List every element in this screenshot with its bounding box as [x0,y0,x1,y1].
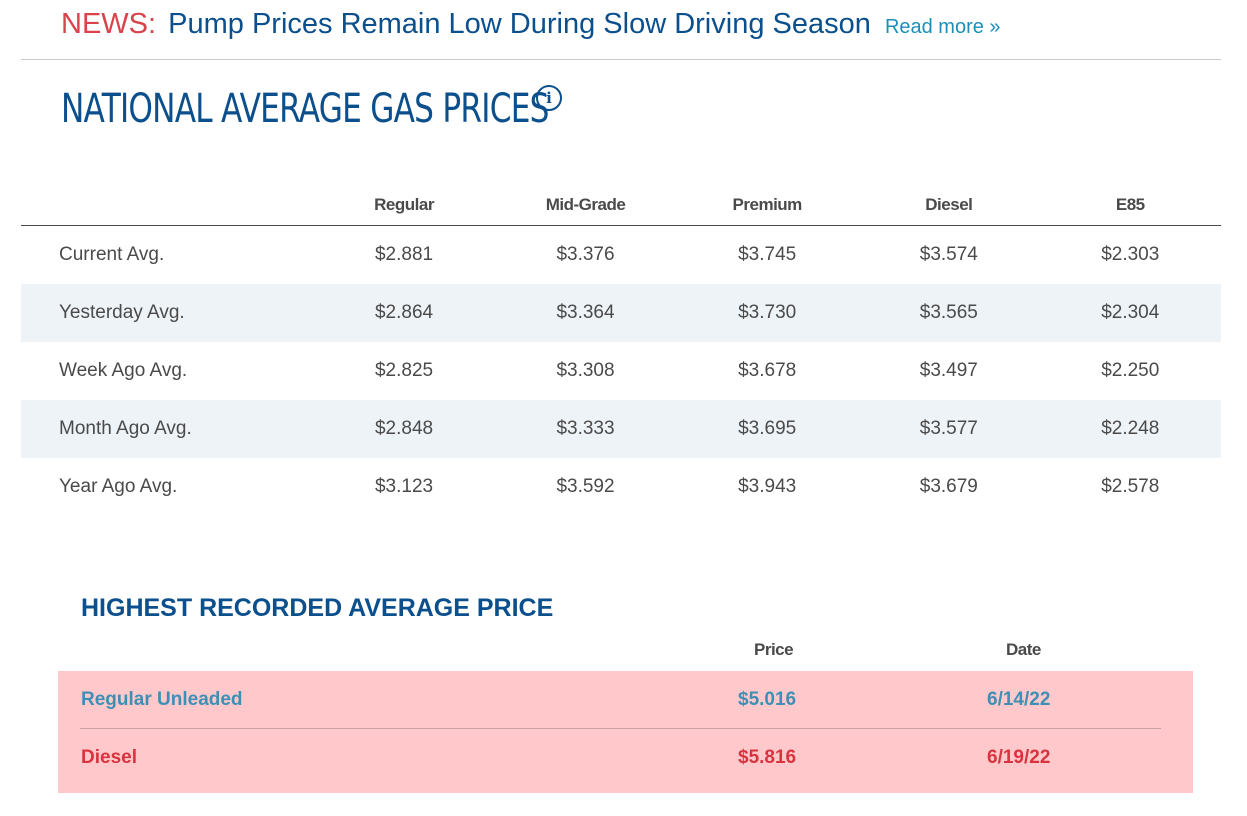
price-cell: $2.303 [1101,244,1160,265]
price-cell: $3.565 [858,284,1040,342]
table-row: Current Avg. $2.881 $3.376 $3.745 $3.574… [21,226,1221,285]
price-cell: $3.376 [556,244,615,265]
page-title: NATIONAL AVERAGE GAS PRICES [61,86,549,132]
price-cell: $3.695 [676,400,859,458]
table-row: Week Ago Avg. $2.825 $3.308 $3.678 $3.49… [21,342,1221,400]
price-cell: $3.943 [738,476,797,497]
row-label: Yesterday Avg. [21,284,314,342]
record-date: 6/19/22 [987,747,1051,768]
news-tag: NEWS: [61,8,157,40]
fuel-name: Diesel [81,747,137,768]
highest-price-header: Price [754,640,794,659]
table-row: Yesterday Avg. $2.864 $3.364 $3.730 $3.5… [21,284,1221,342]
news-divider [21,59,1221,60]
highest-price-title: HIGHEST RECORDED AVERAGE PRICE [81,594,554,622]
info-icon[interactable]: i [536,85,562,111]
header-premium: Premium [676,184,859,226]
record-price: $5.016 [738,689,797,710]
price-cell: $3.592 [556,476,615,497]
price-cell: $3.679 [919,476,978,497]
price-cell: $3.308 [556,360,615,381]
news-headline[interactable]: Pump Prices Remain Low During Slow Drivi… [168,8,871,40]
price-cell: $2.864 [313,284,495,342]
price-cell: $3.730 [676,284,859,342]
table-row: Year Ago Avg. $3.123 $3.592 $3.943 $3.67… [21,458,1221,516]
highest-row-diesel: Diesel $5.816 6/19/22 [58,729,1193,787]
price-cell: $3.123 [374,476,434,497]
price-cell: $3.745 [738,244,797,265]
price-cell: $2.250 [1101,360,1160,381]
row-divider [80,728,1161,729]
read-more-link[interactable]: Read more » [884,16,1001,38]
gas-prices-table: Regular Mid-Grade Premium Diesel E85 Cur… [21,184,1221,516]
price-cell: $3.497 [919,360,978,381]
price-cell: $2.248 [1039,400,1221,458]
price-cell: $2.578 [1101,476,1160,497]
price-cell: $3.333 [494,400,677,458]
table-header-row: Regular Mid-Grade Premium Diesel E85 [21,184,1221,226]
price-cell: $2.881 [374,244,434,265]
news-banner: NEWS: Pump Prices Remain Low During Slow… [61,8,1001,41]
row-label: Year Ago Avg. [59,476,178,497]
table-row: Month Ago Avg. $2.848 $3.333 $3.695 $3.5… [21,400,1221,458]
header-regular: Regular [313,184,495,226]
highest-row-regular: Regular Unleaded $5.016 6/14/22 [58,671,1193,729]
price-cell: $3.577 [858,400,1040,458]
header-mid-grade: Mid-Grade [494,184,677,226]
record-price: $5.816 [738,747,797,768]
price-cell: $2.848 [313,400,495,458]
record-date: 6/14/22 [987,689,1051,710]
highest-price-panel: Regular Unleaded $5.016 6/14/22 Diesel $… [58,671,1193,793]
price-cell: $2.304 [1039,284,1221,342]
header-diesel: Diesel [858,184,1040,226]
price-cell: $3.574 [919,244,978,265]
header-e85: E85 [1039,184,1221,226]
header-empty [21,184,314,226]
row-label: Current Avg. [59,244,165,265]
row-label: Week Ago Avg. [59,360,188,381]
price-cell: $2.825 [374,360,434,381]
price-cell: $3.678 [738,360,797,381]
price-cell: $3.364 [494,284,677,342]
fuel-name: Regular Unleaded [81,689,243,710]
highest-date-header: Date [1006,640,1041,659]
row-label: Month Ago Avg. [21,400,314,458]
